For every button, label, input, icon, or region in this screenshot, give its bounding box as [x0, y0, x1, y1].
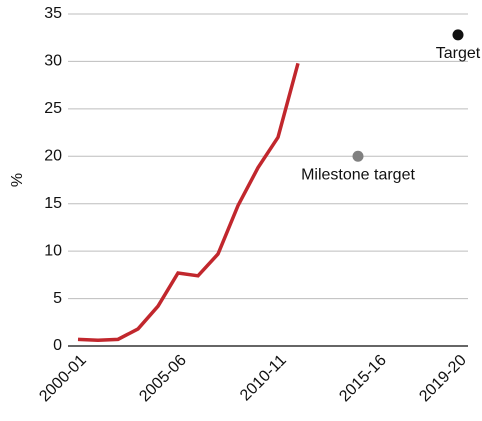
y-tick-label: 5	[53, 290, 62, 307]
x-tick-label: 2019-20	[416, 352, 470, 406]
x-tick-label: 2010-11	[237, 352, 290, 405]
x-tick-label: 2000-01	[36, 352, 90, 406]
target-marker	[352, 150, 364, 162]
y-tick-label: 20	[44, 148, 62, 165]
y-tick-label: 0	[53, 337, 62, 354]
y-tick-label: 30	[44, 53, 62, 70]
y-tick-label: 35	[44, 5, 62, 22]
y-axis-label: %	[9, 173, 26, 187]
data-line	[77, 62, 300, 343]
y-tick-label: 10	[44, 242, 62, 259]
target-marker	[452, 29, 464, 41]
x-tick-label: 2015-16	[336, 352, 390, 406]
x-tick-label: 2005-06	[136, 352, 190, 406]
point-label: Target	[436, 45, 481, 62]
y-tick-label: 25	[44, 100, 62, 117]
y-tick-label: 15	[44, 195, 62, 212]
point-label: Milestone target	[301, 167, 415, 184]
